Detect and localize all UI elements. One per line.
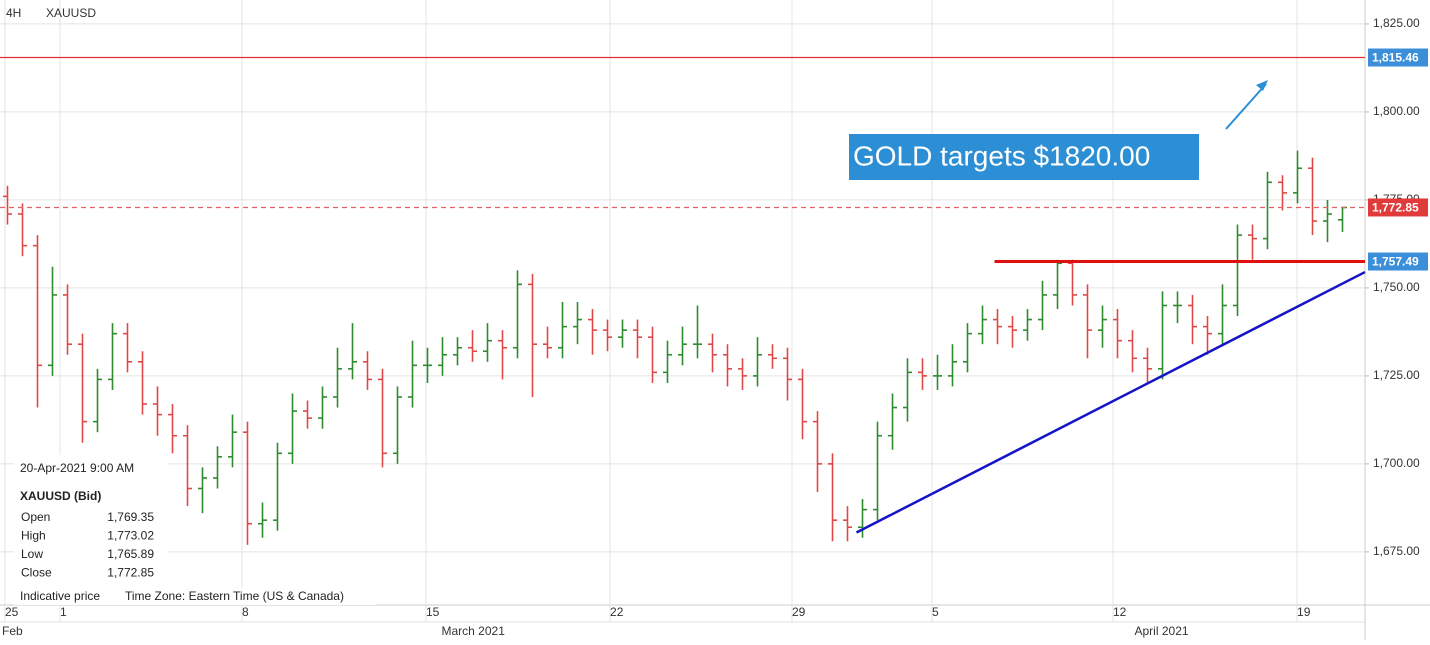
x-tick-label: 29 <box>792 605 806 619</box>
info-value: 1,769.35 <box>107 510 154 524</box>
timeframe: 4H <box>6 6 21 20</box>
x-tick-label: 19 <box>1297 605 1311 619</box>
price-tag <box>1368 48 1428 67</box>
info-footer: Indicative price <box>20 589 100 603</box>
price-tag-label: 1,772.85 <box>1372 201 1419 215</box>
y-tick-label: 1,825.00 <box>1373 16 1420 30</box>
price-tag <box>1368 198 1428 217</box>
info-value: 1,773.02 <box>107 529 154 543</box>
symbol: XAUUSD <box>46 6 96 20</box>
info-footer-bg <box>14 588 376 605</box>
x-tick-label: 12 <box>1113 605 1127 619</box>
x-tick-label: 15 <box>426 605 440 619</box>
info-date: 20-Apr-2021 9:00 AM <box>20 461 134 475</box>
y-tick-label: 1,725.00 <box>1373 368 1420 382</box>
info-footer: Time Zone: Eastern Time (US & Canada) <box>125 589 344 603</box>
x-tick-label: 25 <box>5 605 19 619</box>
price-tag-label: 1,757.49 <box>1372 255 1419 269</box>
month-label: March 2021 <box>442 624 506 638</box>
price-tag-label: 1,815.46 <box>1372 51 1419 65</box>
arrow <box>1225 83 1267 130</box>
x-tick-label: 5 <box>932 605 939 619</box>
info-symbol: XAUUSD (Bid) <box>20 489 101 503</box>
y-tick-label: 1,750.00 <box>1373 280 1420 294</box>
y-tick-label: 1,675.00 <box>1373 544 1420 558</box>
x-tick-label: 1 <box>60 605 67 619</box>
info-label: Close <box>21 566 52 580</box>
info-value: 1,772.85 <box>107 566 154 580</box>
trendline <box>855 270 1366 534</box>
info-panel <box>14 455 168 588</box>
info-label: Open <box>21 510 50 524</box>
annotation: GOLD targets $1820.00 <box>853 140 1150 171</box>
month-label: April 2021 <box>1135 624 1189 638</box>
month-label: Feb <box>2 624 23 638</box>
info-label: High <box>21 529 46 543</box>
x-tick-label: 22 <box>610 605 624 619</box>
info-label: Low <box>21 547 43 561</box>
info-value: 1,765.89 <box>107 547 154 561</box>
price-tag <box>1368 252 1428 271</box>
y-tick-label: 1,700.00 <box>1373 456 1420 470</box>
arrow-head <box>1256 80 1268 91</box>
y-tick-label: 1,800.00 <box>1373 104 1420 118</box>
x-tick-label: 8 <box>242 605 249 619</box>
annotation-box <box>849 134 1199 180</box>
